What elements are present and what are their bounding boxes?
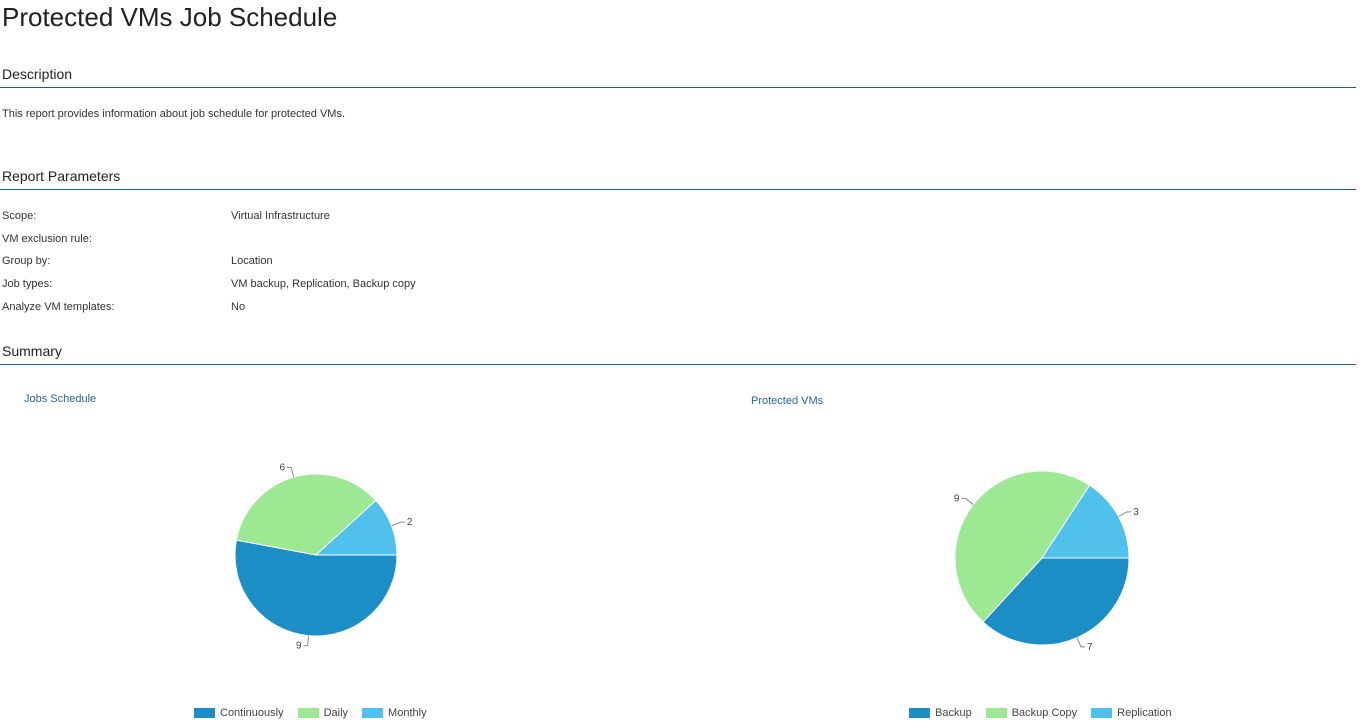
legend-item-monthly[interactable]: Monthly [362,707,427,719]
page-title: Protected VMs Job Schedule [2,2,338,32]
param-value: Virtual Infrastructure [231,210,330,222]
legend-item-continuously[interactable]: Continuously [194,707,284,719]
pie-slice-backup-copy [954,470,1091,623]
legend-swatch [1091,708,1113,718]
pie-data-label: 6 [280,462,286,473]
description-text: This report provides information about j… [2,108,346,120]
protected-vms-pie: 7 9 3 [954,470,1139,653]
param-group-by: Group by: Location [2,255,602,271]
chart-title-jobs-schedule: Jobs Schedule [24,393,97,405]
param-label: Group by: [2,255,51,267]
param-analyze-vm-templates: Analyze VM templates: No [2,301,602,317]
legend-swatch [297,708,319,718]
param-label: VM exclusion rule: [2,233,92,245]
param-job-types: Job types: VM backup, Replication, Backu… [2,278,602,294]
pie-leader-line [287,466,295,478]
legend-label: Daily [323,707,349,719]
description-header: Description [0,66,1356,88]
legend-swatch [909,708,930,718]
legend-swatch [985,708,1007,718]
legend-item-backup[interactable]: Backup [909,707,972,719]
legend-label: Backup Copy [1011,707,1078,719]
pie-slice-continuously [234,539,398,637]
pie-leader-line [961,497,974,505]
param-label: Scope: [2,210,37,222]
pie-leader-line [1076,637,1085,648]
pie-leader-line [303,635,310,647]
legend-item-daily[interactable]: Daily [297,707,349,719]
param-value: VM backup, Replication, Backup copy [231,278,416,290]
legend-item-replication[interactable]: Replication [1091,707,1172,719]
param-vm-exclusion-rule: VM exclusion rule: [2,233,602,249]
legend-swatch [362,708,384,718]
report-parameters-header: Report Parameters [0,168,1356,190]
legend-label: Backup [935,707,972,719]
protected-vms-chart: 7 9 3 [935,455,1155,665]
pie-data-label: 3 [1133,507,1139,518]
pie-leader-line [1118,511,1132,518]
jobs-schedule-pie: 9 6 2 [234,462,413,652]
summary-header: Summary [0,343,1356,365]
jobs-schedule-chart: 9 6 2 [215,440,435,670]
param-label: Job types: [2,278,53,290]
legend-label: Replication [1117,707,1172,719]
report-parameters-section: Report Parameters [0,168,1356,190]
chart-title-protected-vms: Protected VMs [751,395,824,407]
pie-data-label: 2 [407,517,413,528]
jobs-schedule-legend: Continuously Daily Monthly [194,707,427,719]
pie-data-label: 9 [954,493,960,504]
param-label: Analyze VM templates: [2,301,115,313]
param-value: Location [231,255,273,267]
pie-leader-line [391,521,405,527]
pie-slice-replication [1041,484,1130,559]
legend-swatch [194,708,215,718]
pie-data-label: 7 [1087,642,1093,653]
param-scope: Scope: Virtual Infrastructure [2,210,602,226]
pie-data-label: 9 [296,641,302,652]
description-section: Description [0,66,1356,88]
protected-vms-legend: Backup Backup Copy Replication [909,707,1172,719]
param-value: No [231,301,246,313]
legend-label: Continuously [220,707,284,719]
legend-label: Monthly [388,707,427,719]
summary-section: Summary [0,343,1356,365]
legend-item-backup-copy[interactable]: Backup Copy [985,707,1078,719]
